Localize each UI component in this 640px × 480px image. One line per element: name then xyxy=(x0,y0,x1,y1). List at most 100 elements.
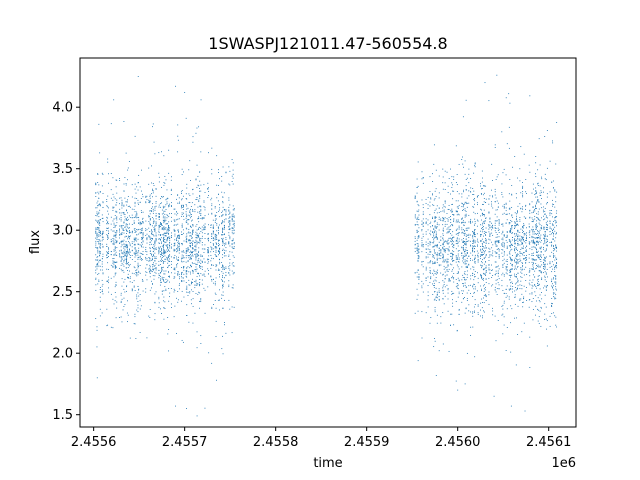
data-point xyxy=(456,228,458,230)
data-point xyxy=(529,95,531,97)
data-point xyxy=(485,231,486,233)
data-point xyxy=(470,292,471,294)
data-point xyxy=(192,225,194,227)
data-point xyxy=(456,258,458,260)
data-point xyxy=(142,221,144,223)
data-point xyxy=(110,251,112,253)
data-point xyxy=(537,308,538,310)
data-point xyxy=(529,275,531,277)
data-point xyxy=(140,229,142,231)
data-point xyxy=(552,303,553,305)
data-point xyxy=(457,277,459,279)
data-point xyxy=(107,252,109,254)
data-point xyxy=(535,237,537,239)
data-point xyxy=(191,247,193,249)
data-point xyxy=(474,258,475,260)
data-point xyxy=(222,210,223,212)
data-point xyxy=(139,308,141,310)
data-point xyxy=(462,156,463,158)
data-point xyxy=(556,221,557,223)
data-point xyxy=(177,229,179,231)
data-point xyxy=(120,264,122,266)
data-point xyxy=(450,229,452,231)
data-point xyxy=(472,272,474,274)
data-point xyxy=(151,259,153,261)
data-point xyxy=(145,246,147,248)
data-point xyxy=(444,189,446,190)
data-point xyxy=(519,288,521,290)
data-point xyxy=(544,210,546,212)
data-point xyxy=(126,229,128,231)
data-point xyxy=(185,273,187,275)
data-point xyxy=(181,273,182,275)
data-point xyxy=(474,251,475,253)
data-point xyxy=(417,204,419,206)
data-point xyxy=(169,254,171,256)
data-point xyxy=(498,250,500,252)
data-point xyxy=(95,284,97,286)
data-point xyxy=(433,299,435,301)
data-point xyxy=(201,283,203,285)
data-point xyxy=(474,218,476,220)
data-point xyxy=(140,222,142,224)
data-point xyxy=(200,343,202,344)
data-point xyxy=(535,176,537,178)
data-point xyxy=(482,227,483,228)
data-point xyxy=(532,183,534,185)
data-point xyxy=(218,233,219,235)
data-point xyxy=(502,308,504,310)
data-point xyxy=(462,241,464,243)
data-point xyxy=(155,272,157,274)
data-point xyxy=(201,242,203,243)
data-point xyxy=(196,237,198,239)
data-point xyxy=(544,228,546,230)
data-point xyxy=(207,252,209,254)
data-point xyxy=(125,243,127,245)
data-point xyxy=(555,217,557,219)
data-point xyxy=(126,244,127,246)
data-point xyxy=(166,249,168,251)
data-point xyxy=(446,260,448,262)
data-point xyxy=(432,254,434,256)
data-point xyxy=(194,245,196,247)
data-point xyxy=(505,174,507,176)
data-point xyxy=(442,224,444,226)
data-point xyxy=(163,277,165,278)
data-point xyxy=(149,257,151,259)
data-point xyxy=(444,271,446,273)
data-point xyxy=(416,271,418,273)
data-point xyxy=(222,265,224,267)
data-point xyxy=(517,288,518,290)
data-point xyxy=(183,266,184,268)
data-point xyxy=(178,243,180,245)
data-point xyxy=(119,228,120,230)
data-point xyxy=(135,231,137,233)
data-point xyxy=(534,259,536,261)
data-point xyxy=(148,221,150,222)
data-point xyxy=(434,244,436,246)
data-point xyxy=(167,197,169,199)
data-point xyxy=(488,203,490,205)
data-point xyxy=(514,294,516,296)
data-point xyxy=(200,298,202,300)
data-point xyxy=(556,225,557,227)
data-point xyxy=(148,257,150,258)
data-point xyxy=(495,240,497,242)
data-point xyxy=(501,274,503,276)
data-point xyxy=(160,224,162,225)
data-point xyxy=(510,259,512,261)
data-point xyxy=(440,316,442,318)
data-point xyxy=(436,262,438,264)
data-point xyxy=(473,199,475,201)
data-point xyxy=(514,248,515,250)
data-point xyxy=(511,260,513,262)
data-point xyxy=(186,241,188,243)
data-point xyxy=(553,224,555,226)
data-point xyxy=(522,231,523,233)
data-point xyxy=(134,244,136,246)
data-point xyxy=(138,243,140,245)
data-point xyxy=(210,241,212,243)
data-point xyxy=(451,241,453,243)
data-point xyxy=(448,279,450,281)
data-point xyxy=(158,243,160,244)
